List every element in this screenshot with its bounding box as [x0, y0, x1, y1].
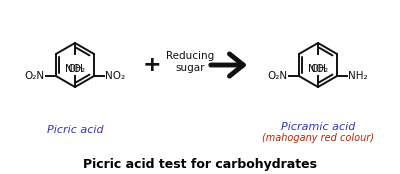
Text: NO₂: NO₂: [105, 71, 125, 81]
Text: Picramic acid: Picramic acid: [281, 122, 355, 132]
Text: NO₂: NO₂: [308, 64, 328, 74]
Text: NH₂: NH₂: [348, 71, 368, 81]
Text: NO₂: NO₂: [65, 64, 85, 74]
Text: OH: OH: [67, 64, 83, 74]
Text: O₂N: O₂N: [25, 71, 45, 81]
Text: OH: OH: [310, 64, 326, 74]
Text: +: +: [143, 55, 161, 75]
Text: Picric acid: Picric acid: [47, 125, 103, 135]
Text: Picric acid test for carbohydrates: Picric acid test for carbohydrates: [83, 158, 317, 171]
FancyArrowPatch shape: [211, 54, 243, 76]
Text: O₂N: O₂N: [268, 71, 288, 81]
Text: Reducing
sugar: Reducing sugar: [166, 51, 214, 73]
Text: (mahogany red colour): (mahogany red colour): [262, 133, 374, 143]
